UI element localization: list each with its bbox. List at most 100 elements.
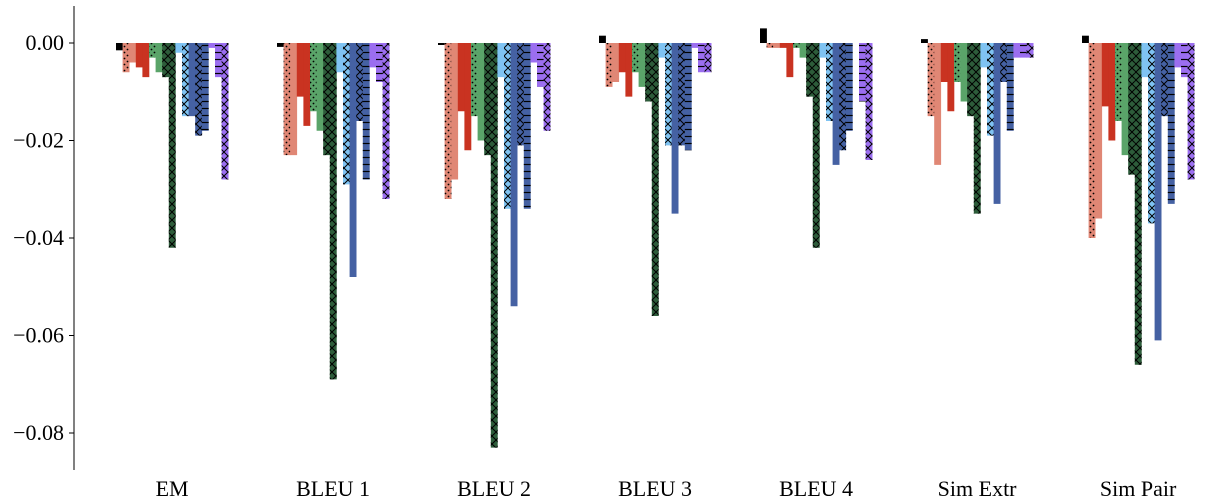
y-tick-label: 0.00 [26, 30, 65, 55]
bar-hatch [310, 43, 317, 112]
bar [510, 43, 518, 307]
bar-hatch [162, 43, 170, 78]
bar-hatch [766, 43, 774, 48]
bar [940, 43, 948, 82]
y-tick-label: −0.04 [13, 225, 64, 250]
bar-group [760, 28, 873, 248]
bar [612, 43, 620, 82]
bar [336, 43, 344, 73]
x-category-label: BLEU 3 [618, 476, 692, 501]
bar-hatch [523, 43, 531, 209]
bar [296, 43, 304, 97]
y-tick-label: −0.08 [13, 420, 64, 445]
bar [135, 43, 143, 68]
bar-hatch [839, 43, 847, 151]
bar-hatch [537, 43, 544, 87]
bar [658, 43, 666, 58]
bar [116, 43, 123, 51]
bar-hatch [356, 43, 364, 121]
bar [1121, 43, 1129, 156]
bar-hatch [376, 43, 383, 82]
bar [303, 43, 311, 126]
bar-hatch [323, 43, 331, 156]
bar-hatch [484, 43, 492, 156]
x-axis-labels: EM BLEU 1 BLEU 2 BLEU 3 BLEU 4 Sim Extr Sim Pa… [156, 476, 1177, 501]
bar-hatch [845, 43, 853, 131]
bar-hatch [704, 43, 712, 73]
bar-hatch [1006, 43, 1014, 131]
bar-hatch [678, 43, 686, 146]
bar [155, 43, 163, 73]
bar-hatch [543, 43, 551, 131]
bar [625, 43, 633, 97]
bar-group [599, 35, 712, 316]
bar-hatch [665, 43, 672, 146]
bar [960, 43, 968, 102]
bar [369, 43, 377, 68]
bar-hatch [1161, 43, 1169, 117]
y-tick-label: −0.02 [13, 128, 64, 153]
y-tick-label: −0.06 [13, 323, 64, 348]
bar [497, 43, 505, 78]
bar-hatch [1181, 43, 1188, 78]
bar-hatch [812, 43, 820, 248]
bar-hatch [1020, 43, 1027, 58]
bar-group [116, 43, 229, 248]
bar [1095, 43, 1103, 219]
bar-hatch [215, 43, 222, 78]
bar-hatch [490, 43, 498, 448]
bar-group [1082, 35, 1195, 365]
bar-hatch [201, 43, 209, 131]
bar [438, 43, 445, 45]
bar-hatch [444, 43, 452, 199]
bar-hatch [1088, 43, 1096, 238]
bar [599, 35, 606, 43]
bar-hatch [1000, 43, 1008, 82]
bar-hatch [1167, 43, 1175, 204]
bar-hatch [859, 43, 866, 102]
bar [1108, 43, 1116, 141]
bar [671, 43, 679, 214]
bars-layer [116, 28, 1195, 448]
bar-group [438, 43, 551, 448]
bar [921, 39, 928, 43]
bar-hatch [1134, 43, 1142, 365]
bar [832, 43, 840, 165]
bar-hatch [182, 43, 189, 117]
bar-hatch [122, 43, 130, 73]
y-axis: 0.00 −0.02 −0.04 −0.06 −0.08 [13, 6, 75, 470]
bar-hatch [1128, 43, 1136, 175]
bar [457, 43, 465, 112]
bar-hatch [221, 43, 229, 180]
bar-hatch [605, 43, 613, 87]
bar-hatch [1026, 43, 1034, 58]
bar-hatch [632, 43, 639, 73]
bar-hatch [806, 43, 814, 97]
bar [1101, 43, 1109, 107]
bar-hatch [967, 43, 975, 117]
bar [142, 43, 150, 78]
bar [349, 43, 357, 277]
bar [464, 43, 472, 151]
x-category-label: BLEU 1 [296, 476, 370, 501]
x-category-label: Sim Pair [1100, 476, 1177, 501]
bar [530, 43, 538, 63]
bar-hatch [987, 43, 994, 136]
bar [188, 43, 196, 117]
bar-hatch [793, 43, 800, 48]
bar-hatch [343, 43, 350, 185]
bar-hatch [362, 43, 370, 180]
bar [1141, 43, 1149, 78]
bar [934, 43, 942, 165]
bar-hatch [504, 43, 511, 209]
bar-hatch [954, 43, 961, 82]
bar [786, 43, 794, 78]
bar [316, 43, 324, 131]
bar [208, 43, 216, 48]
bar [1082, 35, 1089, 43]
bar-hatch [471, 43, 478, 117]
bar [175, 43, 183, 53]
bar-group [921, 39, 1034, 214]
bar [980, 43, 988, 68]
